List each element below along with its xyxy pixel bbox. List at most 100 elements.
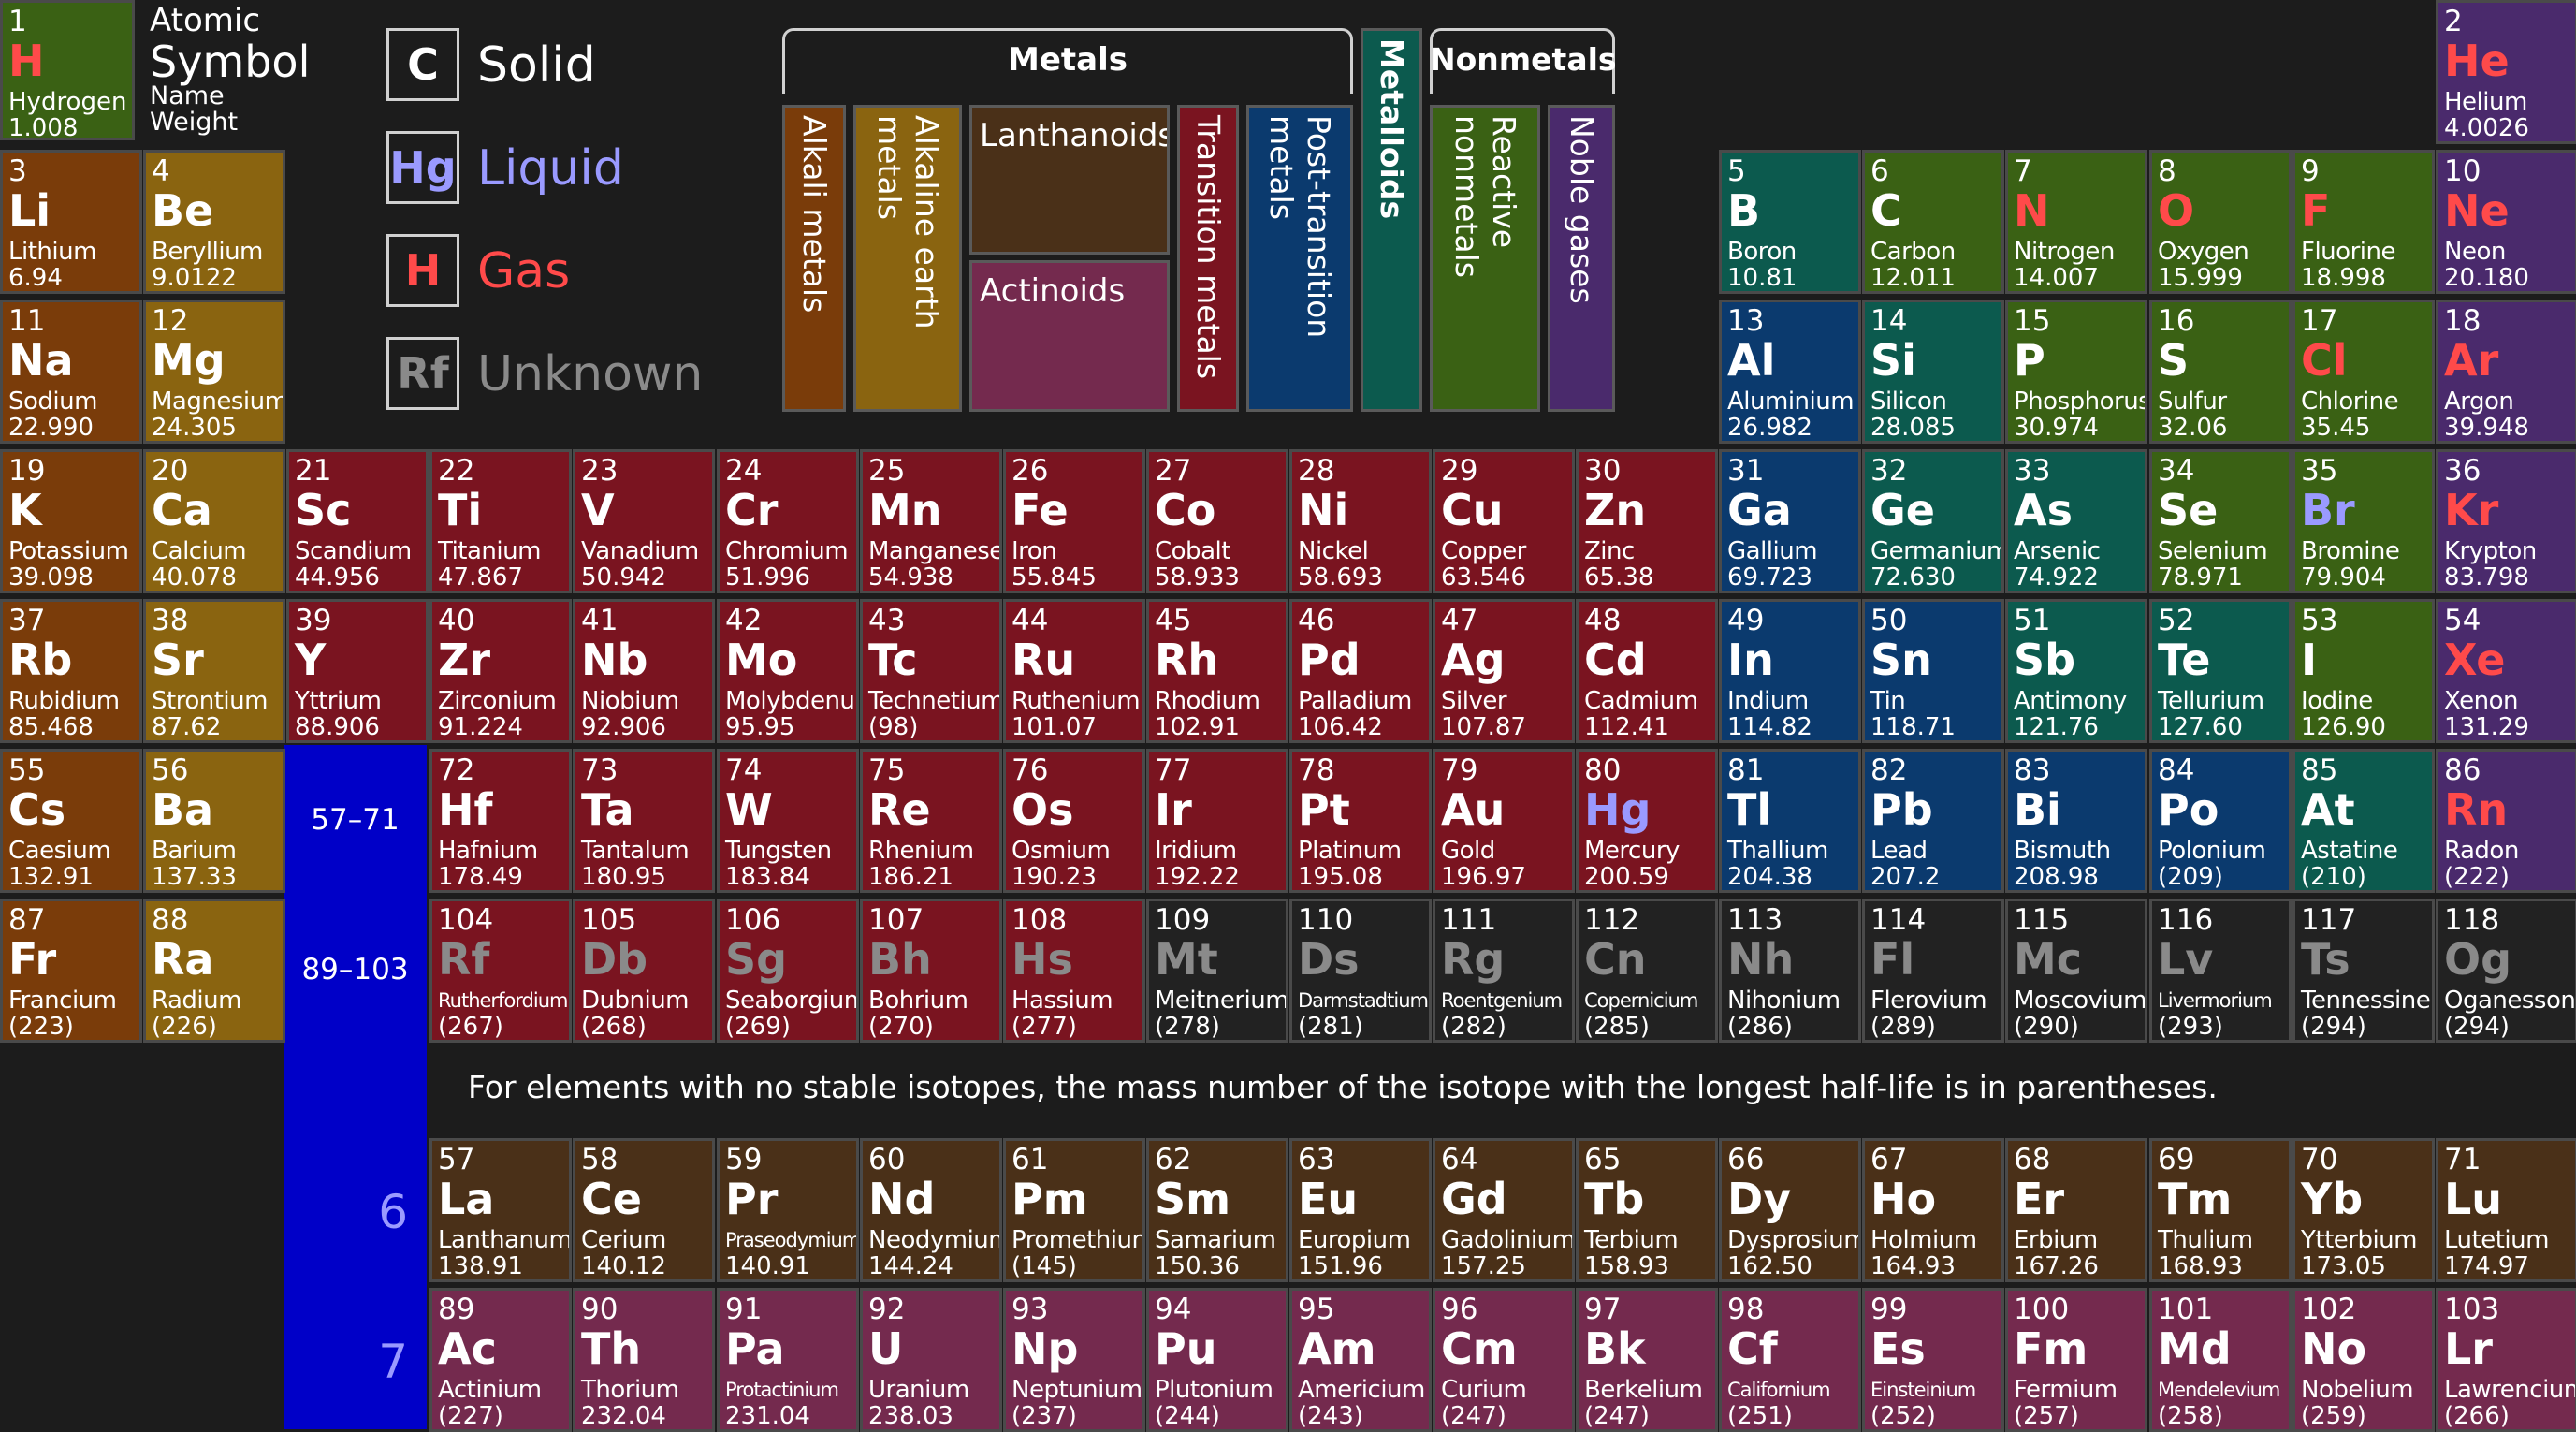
element-scandium[interactable]: 21 Sc Scandium 44.956 [286, 449, 429, 593]
element-darmstadtium[interactable]: 110 Ds Darmstadtium (281) [1289, 899, 1432, 1043]
element-plutonium[interactable]: 94 Pu Plutonium (244) [1146, 1288, 1288, 1432]
element-gadolinium[interactable]: 64 Gd Gadolinium 157.25 [1433, 1138, 1575, 1282]
element-lutetium[interactable]: 71 Lu Lutetium 174.97 [2436, 1138, 2576, 1282]
element-platinum[interactable]: 78 Pt Platinum 195.08 [1289, 749, 1432, 893]
element-promethium[interactable]: 61 Pm Promethium (145) [1003, 1138, 1145, 1282]
element-bohrium[interactable]: 107 Bh Bohrium (270) [860, 899, 1002, 1043]
element-roentgenium[interactable]: 111 Rg Roentgenium (282) [1433, 899, 1575, 1043]
element-strontium[interactable]: 38 Sr Strontium 87.62 [143, 599, 285, 743]
element-erbium[interactable]: 68 Er Erbium 167.26 [2005, 1138, 2147, 1282]
element-cadmium[interactable]: 48 Cd Cadmium 112.41 [1576, 599, 1718, 743]
element-germanium[interactable]: 32 Ge Germanium 72.630 [1862, 449, 2004, 593]
element-yttrium[interactable]: 39 Y Yttrium 88.906 [286, 599, 429, 743]
element-calcium[interactable]: 20 Ca Calcium 40.078 [143, 449, 285, 593]
element-ytterbium[interactable]: 70 Yb Ytterbium 173.05 [2292, 1138, 2435, 1282]
element-tennessine[interactable]: 117 Ts Tennessine (294) [2292, 899, 2435, 1043]
element-sulfur[interactable]: 16 S Sulfur 32.06 [2149, 300, 2292, 444]
element-cerium[interactable]: 58 Ce Cerium 140.12 [573, 1138, 715, 1282]
element-caesium[interactable]: 55 Cs Caesium 132.91 [0, 749, 142, 893]
element-livermorium[interactable]: 116 Lv Livermorium (293) [2149, 899, 2292, 1043]
element-tantalum[interactable]: 73 Ta Tantalum 180.95 [573, 749, 715, 893]
category-alkaline-earth-metals[interactable]: Alkaline earth metals [853, 105, 962, 412]
element-seaborgium[interactable]: 106 Sg Seaborgium (269) [717, 899, 859, 1043]
element-niobium[interactable]: 41 Nb Niobium 92.906 [573, 599, 715, 743]
element-manganese[interactable]: 25 Mn Manganese 54.938 [860, 449, 1002, 593]
element-neodymium[interactable]: 60 Nd Neodymium 144.24 [860, 1138, 1002, 1282]
element-rhodium[interactable]: 45 Rh Rhodium 102.91 [1146, 599, 1288, 743]
element-radium[interactable]: 88 Ra Radium (226) [143, 899, 285, 1043]
element-boron[interactable]: 5 B Boron 10.81 [1719, 150, 1861, 294]
element-astatine[interactable]: 85 At Astatine (210) [2292, 749, 2435, 893]
element-hafnium[interactable]: 72 Hf Hafnium 178.49 [429, 749, 572, 893]
element-palladium[interactable]: 46 Pd Palladium 106.42 [1289, 599, 1432, 743]
element-nihonium[interactable]: 113 Nh Nihonium (286) [1719, 899, 1861, 1043]
element-dysprosium[interactable]: 66 Dy Dysprosium 162.50 [1719, 1138, 1861, 1282]
element-berkelium[interactable]: 97 Bk Berkelium (247) [1576, 1288, 1718, 1432]
element-moscovium[interactable]: 115 Mc Moscovium (290) [2005, 899, 2147, 1043]
element-helium[interactable]: 2 He Helium 4.0026 [2436, 0, 2576, 144]
category-transition-metals[interactable]: Transition metals [1177, 105, 1239, 412]
element-fermium[interactable]: 100 Fm Fermium (257) [2005, 1288, 2147, 1432]
element-gold[interactable]: 79 Au Gold 196.97 [1433, 749, 1575, 893]
element-technetium[interactable]: 43 Tc Technetium (98) [860, 599, 1002, 743]
element-ruthenium[interactable]: 44 Ru Ruthenium 101.07 [1003, 599, 1145, 743]
element-potassium[interactable]: 19 K Potassium 39.098 [0, 449, 142, 593]
element-phosphorus[interactable]: 15 P Phosphorus 30.974 [2005, 300, 2147, 444]
element-mercury[interactable]: 80 Hg Mercury 200.59 [1576, 749, 1718, 893]
element-sodium[interactable]: 11 Na Sodium 22.990 [0, 300, 142, 444]
element-nobelium[interactable]: 102 No Nobelium (259) [2292, 1288, 2435, 1432]
element-vanadium[interactable]: 23 V Vanadium 50.942 [573, 449, 715, 593]
element-copernicium[interactable]: 112 Cn Copernicium (285) [1576, 899, 1718, 1043]
element-silver[interactable]: 47 Ag Silver 107.87 [1433, 599, 1575, 743]
element-krypton[interactable]: 36 Kr Krypton 83.798 [2436, 449, 2576, 593]
element-neon[interactable]: 10 Ne Neon 20.180 [2436, 150, 2576, 294]
element-uranium[interactable]: 92 U Uranium 238.03 [860, 1288, 1002, 1432]
element-tungsten[interactable]: 74 W Tungsten 183.84 [717, 749, 859, 893]
category-noble-gases[interactable]: Noble gases [1548, 105, 1615, 412]
element-chromium[interactable]: 24 Cr Chromium 51.996 [717, 449, 859, 593]
element-beryllium[interactable]: 4 Be Beryllium 9.0122 [143, 150, 285, 294]
element-molybdenum[interactable]: 42MoMolybdenum95.95 [717, 599, 859, 743]
element-osmium[interactable]: 76 Os Osmium 190.23 [1003, 749, 1145, 893]
element-californium[interactable]: 98 Cf Californium (251) [1719, 1288, 1861, 1432]
element-bromine[interactable]: 35 Br Bromine 79.904 [2292, 449, 2435, 593]
element-samarium[interactable]: 62 Sm Samarium 150.36 [1146, 1138, 1288, 1282]
category-post-transition-metals[interactable]: Post-transition metals [1246, 105, 1353, 412]
element-lead[interactable]: 82 Pb Lead 207.2 [1862, 749, 2004, 893]
element-cobalt[interactable]: 27 Co Cobalt 58.933 [1146, 449, 1288, 593]
element-iodine[interactable]: 53 I Iodine 126.90 [2292, 599, 2435, 743]
element-chlorine[interactable]: 17 Cl Chlorine 35.45 [2292, 300, 2435, 444]
element-silicon[interactable]: 14 Si Silicon 28.085 [1862, 300, 2004, 444]
element-fluorine[interactable]: 9 F Fluorine 18.998 [2292, 150, 2435, 294]
element-flerovium[interactable]: 114 Fl Flerovium (289) [1862, 899, 2004, 1043]
element-nitrogen[interactable]: 7 N Nitrogen 14.007 [2005, 150, 2147, 294]
element-curium[interactable]: 96 Cm Curium (247) [1433, 1288, 1575, 1432]
element-titanium[interactable]: 22 Ti Titanium 47.867 [429, 449, 572, 593]
element-carbon[interactable]: 6 C Carbon 12.011 [1862, 150, 2004, 294]
element-polonium[interactable]: 84 Po Polonium (209) [2149, 749, 2292, 893]
element-actinium[interactable]: 89 Ac Actinium (227) [429, 1288, 572, 1432]
element-iron[interactable]: 26 Fe Iron 55.845 [1003, 449, 1145, 593]
category-actinoids[interactable]: Actinoids [969, 260, 1170, 412]
element-tellurium[interactable]: 52 Te Tellurium 127.60 [2149, 599, 2292, 743]
element-rhenium[interactable]: 75 Re Rhenium 186.21 [860, 749, 1002, 893]
category-reactive-nonmetals[interactable]: Reactive nonmetals [1430, 105, 1540, 412]
element-lawrencium[interactable]: 103 Lr Lawrencium (266) [2436, 1288, 2576, 1432]
element-radon[interactable]: 86 Rn Radon (222) [2436, 749, 2576, 893]
element-argon[interactable]: 18 Ar Argon 39.948 [2436, 300, 2576, 444]
category-alkali-metals[interactable]: Alkali metals [782, 105, 846, 412]
element-aluminium[interactable]: 13 Al Aluminium 26.982 [1719, 300, 1861, 444]
element-francium[interactable]: 87 Fr Francium (223) [0, 899, 142, 1043]
element-gallium[interactable]: 31 Ga Gallium 69.723 [1719, 449, 1861, 593]
element-thulium[interactable]: 69 Tm Thulium 168.93 [2149, 1138, 2292, 1282]
element-terbium[interactable]: 65 Tb Terbium 158.93 [1576, 1138, 1718, 1282]
element-tin[interactable]: 50 Sn Tin 118.71 [1862, 599, 2004, 743]
element-meitnerium[interactable]: 109 Mt Meitnerium (278) [1146, 899, 1288, 1043]
element-dubnium[interactable]: 105 Db Dubnium (268) [573, 899, 715, 1043]
element-lanthanum[interactable]: 57 La Lanthanum 138.91 [429, 1138, 572, 1282]
element-lithium[interactable]: 3 Li Lithium 6.94 [0, 150, 142, 294]
element-zinc[interactable]: 30 Zn Zinc 65.38 [1576, 449, 1718, 593]
element-zirconium[interactable]: 40 Zr Zirconium 91.224 [429, 599, 572, 743]
element-bismuth[interactable]: 83 Bi Bismuth 208.98 [2005, 749, 2147, 893]
element-hassium[interactable]: 108 Hs Hassium (277) [1003, 899, 1145, 1043]
